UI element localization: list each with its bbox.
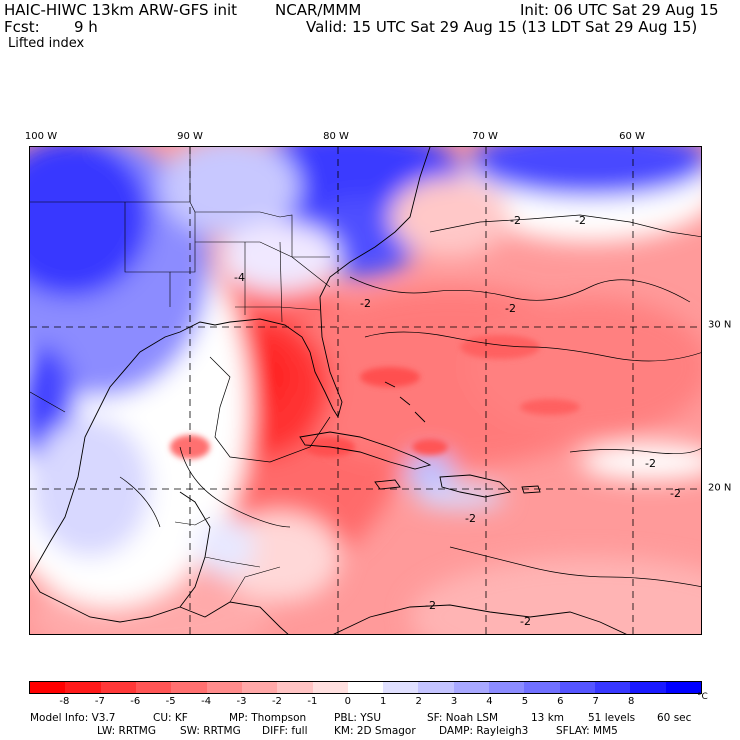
colorbar-tick-label: -1 (307, 696, 318, 707)
footer-resolution: 13 km (531, 712, 565, 724)
footer-lw: LW: RRTMG (97, 725, 156, 737)
colorbar-tick-label: -5 (165, 696, 176, 707)
lat-label-20n: 20 N (708, 482, 732, 494)
footer-sf: SF: Noah LSM (427, 712, 499, 724)
colorbar-tick-label: 8 (627, 696, 635, 707)
colorbar-tick-label: -4 (201, 696, 212, 707)
lat-label-30n: 30 N (708, 319, 732, 331)
footer-diff: DIFF: full (262, 725, 308, 737)
contour-label: -2 (465, 512, 476, 525)
colorbar-swatch (135, 682, 172, 693)
colorbar-tick-label: 5 (521, 696, 529, 707)
colorbar-tick-label: 4 (486, 696, 493, 707)
colorbar-swatch (277, 682, 313, 693)
colorbar-tick-label: -2 (271, 696, 282, 707)
contour-label-group: -4 -2 -2 -2 -2 -2 -2 -2 -2 -2 (234, 214, 681, 628)
lon-label-60w: 60 W (619, 131, 645, 142)
footer-timestep: 60 sec (657, 712, 692, 724)
colorbar-swatch (524, 682, 560, 693)
colorbar-tick-label: -7 (94, 696, 105, 707)
footer-levels: 51 levels (588, 712, 636, 724)
colorbar-swatch (241, 682, 278, 693)
colorbar-swatch (347, 682, 384, 693)
colorbar-tick-label: 3 (450, 696, 458, 707)
colorbar-tick-label: -3 (236, 696, 247, 707)
colorbar-tick-label: -8 (59, 696, 70, 707)
contour-label: -2 (510, 214, 521, 227)
colorbar-swatch (559, 682, 595, 693)
colorbar-tick-label: -6 (130, 696, 141, 707)
colorbar-swatch (65, 682, 101, 693)
contour-label: -2 (520, 615, 531, 628)
colorbar-swatch (383, 682, 419, 693)
colorbar-swatch (665, 682, 701, 693)
field-name: Lifted index (8, 36, 85, 51)
map-canvas: -4 -2 -2 -2 -2 -2 -2 -2 -2 -2 (30, 147, 701, 634)
footer-mp: MP: Thompson (229, 712, 307, 724)
footer-damp: DAMP: Rayleigh3 (439, 725, 529, 737)
contours (119, 214, 701, 587)
colorbar-swatch (595, 682, 631, 693)
lon-label-70w: 70 W (472, 131, 498, 142)
model-title: HAIC-HIWC 13km ARW-GFS init (4, 1, 238, 19)
latlon-grid (30, 147, 701, 634)
colorbar-swatch (312, 682, 348, 693)
footer-sflay: SFLAY: MM5 (556, 725, 618, 737)
center-name: NCAR/MMM (275, 1, 362, 19)
footer-km: KM: 2D Smagor (334, 725, 416, 737)
contour-label: -2 (360, 297, 371, 310)
field-shading (30, 147, 701, 634)
colorbar-swatch (489, 682, 525, 693)
lon-label-90w: 90 W (177, 131, 203, 142)
field-speckle (170, 335, 580, 459)
fcst-label: Fcst: (4, 18, 40, 36)
contour-label: -2 (645, 457, 656, 470)
lon-label-80w: 80 W (323, 131, 349, 142)
colorbar-tick-label: 0 (344, 696, 351, 707)
colorbar-swatch (171, 682, 207, 693)
colorbar-swatch (630, 682, 666, 693)
colorbar-tick-label: 1 (380, 696, 387, 707)
contour-label: -2 (425, 599, 436, 612)
contour-label: -4 (234, 271, 245, 284)
lon-label-100w: 100 W (24, 131, 58, 142)
colorbar-tick-label: 6 (557, 696, 564, 707)
footer-model-info: Model Info: V3.7 (30, 712, 116, 724)
colorbar-tick-label: 7 (592, 696, 599, 707)
colorbar-swatch (100, 682, 136, 693)
colorbar-swatch (418, 682, 454, 693)
contour-label: -2 (575, 214, 586, 227)
lifted-index-map: -4 -2 -2 -2 -2 -2 -2 -2 -2 -2 (29, 146, 702, 635)
footer-pbl: PBL: YSU (334, 712, 382, 724)
fcst-hours: 9 h (74, 18, 98, 36)
footer-sw: SW: RRTMG (180, 725, 241, 737)
colorbar-swatch (453, 682, 490, 693)
colorbar-swatch (30, 682, 66, 693)
colorbar-unit: °C (697, 692, 708, 702)
valid-time: Valid: 15 UTC Sat 29 Aug 15 (13 LDT Sat … (306, 18, 698, 36)
init-time: Init: 06 UTC Sat 29 Aug 15 (520, 1, 719, 19)
contour-label: -2 (505, 302, 516, 315)
colorbar-swatch (206, 682, 242, 693)
contour-label: -2 (670, 487, 681, 500)
colorbar (29, 681, 702, 694)
footer-cu: CU: KF (153, 712, 188, 724)
coastlines (30, 147, 627, 634)
colorbar-tick-label: 2 (415, 696, 422, 707)
